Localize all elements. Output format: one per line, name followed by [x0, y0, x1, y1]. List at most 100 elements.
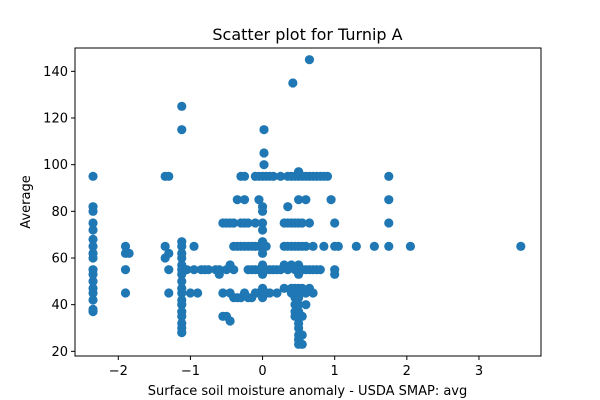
data-point: [177, 328, 187, 338]
data-point: [304, 218, 315, 228]
data-point: [164, 288, 174, 298]
data-point: [239, 171, 250, 181]
plot-frame: [74, 47, 542, 357]
data-point: [88, 253, 98, 263]
data-point: [351, 241, 361, 251]
data-point: [177, 101, 187, 111]
data-point: [330, 218, 340, 228]
data-point: [88, 295, 98, 305]
data-point: [405, 241, 416, 251]
data-point: [308, 288, 318, 298]
y-axis-label: Average: [19, 175, 34, 228]
data-point: [268, 171, 278, 181]
data-point: [120, 265, 131, 275]
data-point: [120, 288, 131, 298]
data-point: [88, 234, 98, 244]
data-point: [88, 225, 98, 235]
chart-title: Scatter plot for Turnip A: [212, 25, 402, 44]
data-point: [214, 269, 224, 279]
data-point: [297, 311, 307, 321]
data-point: [88, 218, 98, 228]
data-point: [88, 171, 98, 181]
data-point: [177, 311, 187, 321]
data-point: [88, 206, 98, 216]
data-point: [384, 241, 394, 251]
data-points: [88, 55, 526, 349]
data-point: [304, 55, 315, 65]
y-tick-label: 140: [43, 65, 68, 80]
data-point: [297, 218, 307, 228]
data-point: [243, 218, 253, 228]
data-point: [189, 265, 199, 275]
data-point: [261, 241, 271, 251]
x-tick-label: 2: [403, 364, 411, 379]
data-point: [225, 316, 235, 326]
y-tick-label: 120: [43, 112, 68, 127]
y-tick-label: 80: [51, 205, 68, 220]
data-point: [88, 288, 98, 298]
data-point: [315, 265, 325, 275]
data-point: [257, 248, 268, 258]
data-point: [322, 171, 333, 181]
data-point: [257, 218, 268, 228]
x-tick-label: −1: [181, 364, 200, 379]
data-point: [301, 300, 311, 310]
data-point: [164, 265, 174, 275]
data-point: [189, 241, 199, 251]
data-point: [259, 125, 269, 135]
data-point: [259, 148, 269, 158]
data-point: [257, 225, 268, 235]
x-tick-label: 0: [258, 364, 266, 379]
x-tick-label: −2: [109, 364, 128, 379]
data-point: [326, 195, 336, 205]
data-point: [160, 253, 170, 263]
data-point: [88, 269, 98, 279]
data-point: [177, 300, 187, 310]
y-tick-label: 20: [51, 345, 68, 360]
data-point: [294, 195, 304, 205]
data-point: [239, 195, 250, 205]
data-point: [182, 265, 192, 275]
x-tick-label: 1: [331, 364, 339, 379]
data-point: [120, 241, 131, 251]
data-point: [330, 269, 340, 279]
data-point: [294, 323, 304, 333]
data-point: [203, 265, 214, 275]
data-point: [288, 78, 298, 88]
data-point: [88, 307, 98, 317]
x-tick-label: 3: [475, 364, 483, 379]
data-point: [294, 300, 304, 310]
data-point: [301, 195, 311, 205]
data-point: [193, 288, 203, 298]
data-point: [88, 276, 98, 286]
y-axis-ticks: 20 40 60 80 100 120 140: [43, 65, 75, 360]
data-point: [384, 171, 394, 181]
y-tick-label: 60: [51, 252, 68, 267]
data-point: [88, 241, 98, 251]
data-point: [164, 171, 174, 181]
data-point: [275, 171, 286, 181]
data-point: [294, 293, 304, 303]
data-point: [177, 241, 187, 251]
data-point: [297, 330, 307, 340]
data-point: [301, 241, 311, 251]
x-axis-label: Surface soil moisture anomaly - USDA SMA…: [148, 384, 468, 399]
data-point: [250, 218, 260, 228]
data-point: [297, 339, 307, 349]
data-point: [160, 241, 170, 251]
data-point: [516, 241, 526, 251]
data-point: [229, 265, 239, 275]
data-point: [177, 276, 187, 286]
data-point: [229, 218, 239, 228]
data-point: [283, 202, 293, 212]
data-point: [177, 253, 187, 263]
data-point: [177, 125, 187, 135]
data-point: [185, 288, 196, 298]
data-point: [124, 248, 134, 258]
data-point: [333, 241, 343, 251]
data-point: [265, 288, 275, 298]
y-tick-label: 40: [51, 298, 68, 313]
data-point: [177, 288, 187, 298]
data-point: [259, 160, 269, 170]
